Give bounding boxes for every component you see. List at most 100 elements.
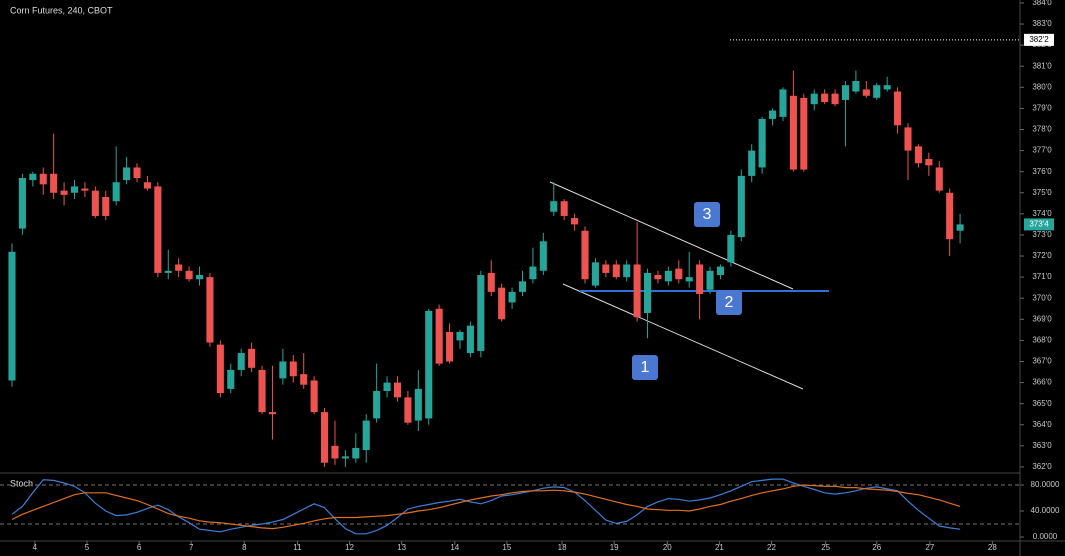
candle-body	[904, 127, 912, 151]
candle-body	[393, 382, 402, 398]
candle-body	[643, 272, 652, 313]
candle-body	[560, 201, 568, 216]
candle-body	[175, 264, 183, 271]
x-tick-label: 27	[925, 543, 934, 552]
candle-body	[633, 264, 641, 318]
y-tick-label: 363'0	[1032, 441, 1052, 450]
candle-body	[591, 262, 599, 286]
candle-body	[248, 348, 256, 368]
candle-body	[81, 188, 89, 191]
candle-body	[331, 445, 339, 459]
candle-body	[466, 325, 474, 354]
candle-body	[414, 388, 422, 421]
last-price-tag	[1024, 218, 1054, 231]
y-tick-label: 369'0	[1032, 314, 1052, 323]
candle-body	[279, 361, 287, 379]
x-tick-label: 20	[663, 543, 672, 552]
candle-body	[769, 110, 777, 119]
candle-body	[29, 173, 37, 181]
y-tick-label: 365'0	[1032, 399, 1052, 408]
annotation-box	[716, 290, 742, 315]
y-tick-label: 374'0	[1032, 209, 1052, 218]
candle-body	[602, 264, 610, 273]
x-tick-label: 18	[558, 543, 567, 552]
annotation-1: 1	[632, 355, 658, 380]
chart-title: Corn Futures, 240, CBOT	[10, 5, 113, 15]
candle-body	[883, 85, 891, 90]
candle-body	[852, 80, 860, 92]
indicator-title: Stoch	[10, 478, 33, 488]
candle-body	[216, 344, 224, 394]
trendline-upper	[549, 181, 794, 290]
candle-body	[258, 369, 266, 413]
candle-body	[696, 264, 704, 294]
y-tick-label: 370'0	[1032, 293, 1052, 302]
annotation-label: 3	[703, 206, 712, 223]
candle-body	[810, 93, 818, 105]
x-tick-label: 14	[450, 543, 459, 552]
candle-body	[383, 382, 391, 392]
y-tick-label: 372'0	[1032, 251, 1052, 260]
x-tick-label: 6	[137, 543, 142, 552]
candle-body	[894, 91, 902, 126]
y-tick-label: 380'0	[1032, 82, 1052, 91]
candle-body	[446, 331, 454, 362]
candle-body	[654, 275, 662, 280]
x-tick-label: 12	[345, 543, 354, 552]
x-tick-label: 8	[242, 543, 247, 552]
annotation-label: 2	[725, 294, 734, 311]
y-tick-label: 40.0000	[1031, 506, 1060, 515]
y-tick-label: 377'0	[1032, 146, 1052, 155]
candle-body	[748, 150, 756, 176]
candle-body	[456, 331, 464, 341]
candle-body	[675, 268, 683, 280]
candle-body	[956, 224, 964, 231]
y-tick-label: 381'0	[1032, 61, 1052, 70]
candle-body	[508, 291, 516, 303]
y-tick-label: 362'0	[1032, 462, 1052, 471]
candle-body	[925, 159, 933, 166]
candle-body	[518, 281, 527, 292]
candle-body	[435, 308, 443, 364]
x-tick-label: 4	[33, 543, 38, 552]
candle-body	[571, 218, 579, 225]
price-line-label: 382'2	[1029, 35, 1049, 44]
price-line-tag	[1024, 33, 1054, 46]
candle-body	[487, 272, 495, 292]
candle-body	[800, 97, 808, 170]
candle-body	[60, 190, 68, 195]
annotation-box	[632, 355, 658, 380]
candle-body	[237, 353, 245, 370]
y-tick-label: 379'0	[1032, 104, 1052, 113]
x-tick-label: 25	[821, 543, 830, 552]
candle-body	[841, 85, 850, 100]
y-tick-label: 367'0	[1032, 357, 1052, 366]
candle-body	[8, 251, 16, 381]
candle-body	[91, 190, 99, 216]
annotation-2: 2	[716, 290, 742, 315]
x-tick-label: 11	[293, 543, 302, 552]
y-tick-label: 368'0	[1032, 336, 1052, 345]
candle-body	[550, 201, 558, 212]
y-tick-label: 371'0	[1032, 272, 1052, 281]
candle-body	[477, 275, 485, 351]
y-tick-label: 364'0	[1032, 420, 1052, 429]
trendline-lower	[562, 283, 804, 390]
y-tick-label: 375'0	[1032, 188, 1052, 197]
y-tick-label: 373'0	[1032, 230, 1052, 239]
candle-body	[623, 264, 631, 278]
candle-body	[664, 270, 672, 282]
x-tick-label: 21	[715, 543, 724, 552]
candle-body	[185, 270, 193, 280]
last-price-label: 373'4	[1029, 220, 1049, 229]
candle-body	[539, 241, 547, 271]
candle-body	[18, 178, 26, 229]
candle-body	[300, 374, 308, 385]
candle-body	[289, 361, 297, 377]
candle-body	[373, 391, 381, 419]
candle-body	[102, 196, 110, 216]
x-tick-label: 5	[85, 543, 90, 552]
y-tick-label: 383'0	[1032, 19, 1052, 28]
candle-body	[425, 310, 433, 419]
candle-body	[39, 173, 47, 185]
